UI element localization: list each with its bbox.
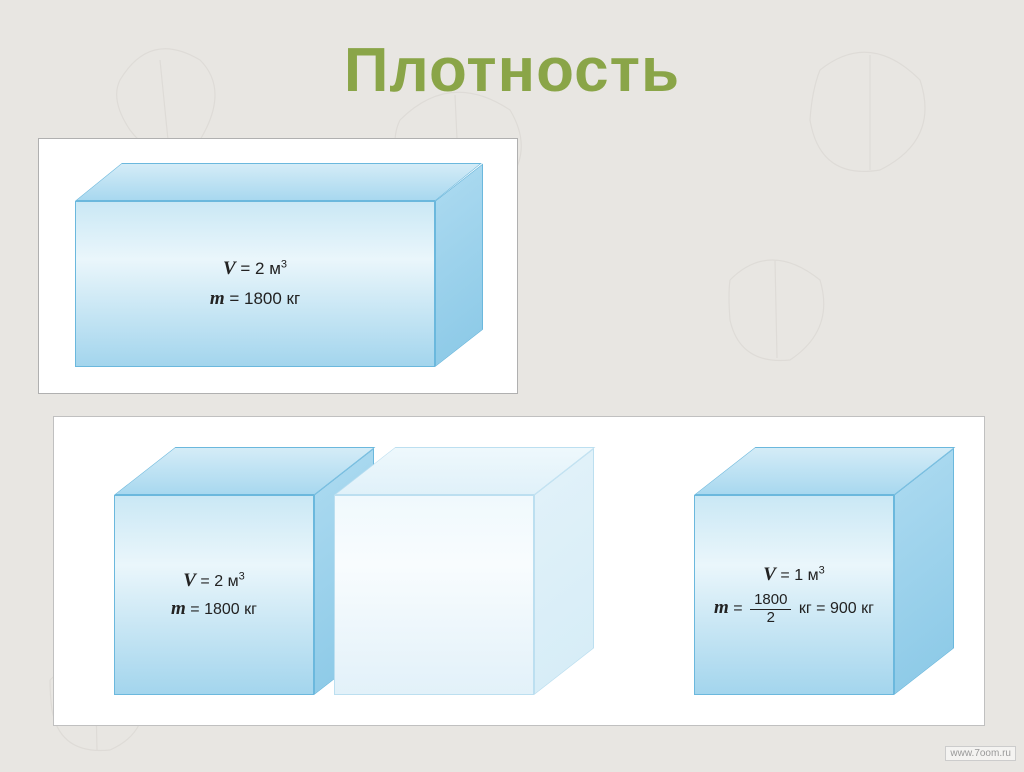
cube-front-face: V = 2 м3 m = 1800 кг [114,495,314,695]
V-symbol: V [223,258,236,279]
cube-front-face [334,495,534,695]
prism-top-face [75,163,482,201]
cube-front-face: V = 1 м3 m = 18002 кг = 900 кг [694,495,894,695]
prism-front-face: V = 2 м3 m = 1800 кг [75,201,435,367]
panel-bottom: V = 2 м3 m = 1800 кг V = 1 м3 m = 18002 … [53,416,985,726]
large-prism: V = 2 м3 m = 1800 кг [75,163,483,367]
mass-label: m = 1800 кг [171,598,257,620]
volume-label: V = 2 м3 [183,570,244,592]
volume-label: V = 2 м3 [223,258,287,280]
mass-label: m = 1800 кг [210,288,300,310]
mass-label: m = 18002 кг = 900 кг [714,592,874,626]
volume-label: V = 1 м3 [763,564,824,586]
panel-top: V = 2 м3 m = 1800 кг [38,138,518,394]
prism-side-face [435,163,483,367]
page-title: Плотность [344,35,680,106]
fraction: 18002 [750,592,791,626]
watermark: www.7oom.ru [945,746,1016,761]
m-symbol: m [210,288,225,309]
